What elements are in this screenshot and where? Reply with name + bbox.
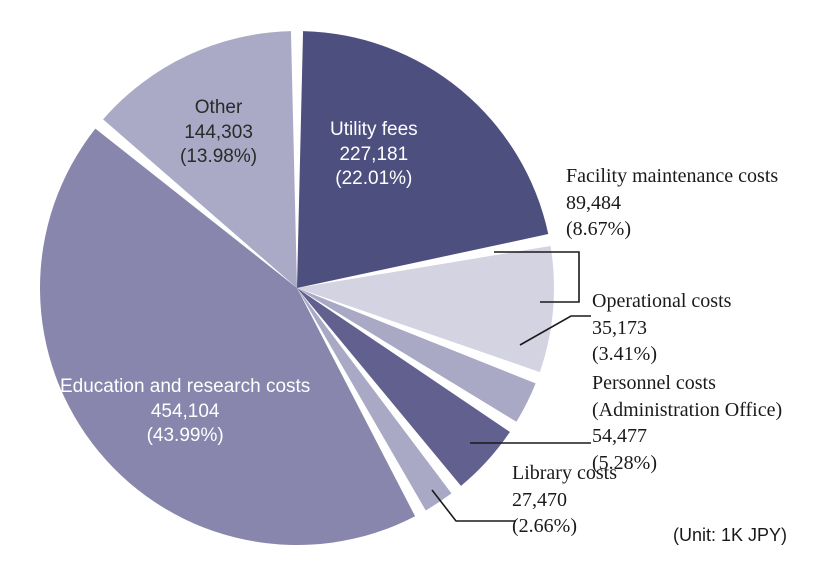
callout-label-percent: (5.28%) <box>592 451 657 474</box>
pie-slice-personnel-costs[interactable] <box>297 288 510 486</box>
pie-slice-operational-costs[interactable] <box>297 288 536 422</box>
callout-label-percent: (3.41%) <box>592 343 657 366</box>
callout-label-library-costs: Library costs 27,470 (2.66%) <box>512 460 617 540</box>
pie-slice-facility-maintenance-costs[interactable] <box>297 245 555 373</box>
callout-label-operational-costs: Operational costs 35,173 (3.41%) <box>592 288 731 368</box>
callout-label-value: 89,484 <box>566 191 621 214</box>
pie-slice-group <box>39 31 555 546</box>
callout-label-name: Library costs <box>512 462 617 484</box>
unit-note: (Unit: 1K JPY) <box>673 525 788 545</box>
callout-label-value: 27,470 <box>512 488 567 511</box>
callout-label-value: 54,477 <box>592 425 647 448</box>
callout-label-name: Operational costs <box>592 290 732 312</box>
callout-label-name-line2: (Administration Office) <box>592 398 783 421</box>
callout-label-name: Facility maintenance costs <box>566 165 779 187</box>
pie-slice-library-costs[interactable] <box>297 288 452 511</box>
pie-slice-education-and-research-costs[interactable] <box>39 128 416 546</box>
callout-label-personnel-costs: Personnel costs (Administration Office) … <box>592 370 782 476</box>
pie-slice-other[interactable] <box>103 31 297 288</box>
pie-slice-utility-fees[interactable] <box>297 31 549 288</box>
callout-label-value: 35,173 <box>592 316 647 339</box>
leader-line-facility <box>494 251 580 303</box>
leader-line-library <box>431 489 516 522</box>
leader-line-group <box>431 251 591 522</box>
leader-line-operational <box>519 315 591 346</box>
callout-label-facility-maintenance-costs: Facility maintenance costs 89,484 (8.67%… <box>566 163 778 243</box>
callout-label-name: Personnel costs <box>592 372 716 394</box>
callout-label-percent: (8.67%) <box>566 218 631 241</box>
callout-label-percent: (2.66%) <box>512 515 577 538</box>
